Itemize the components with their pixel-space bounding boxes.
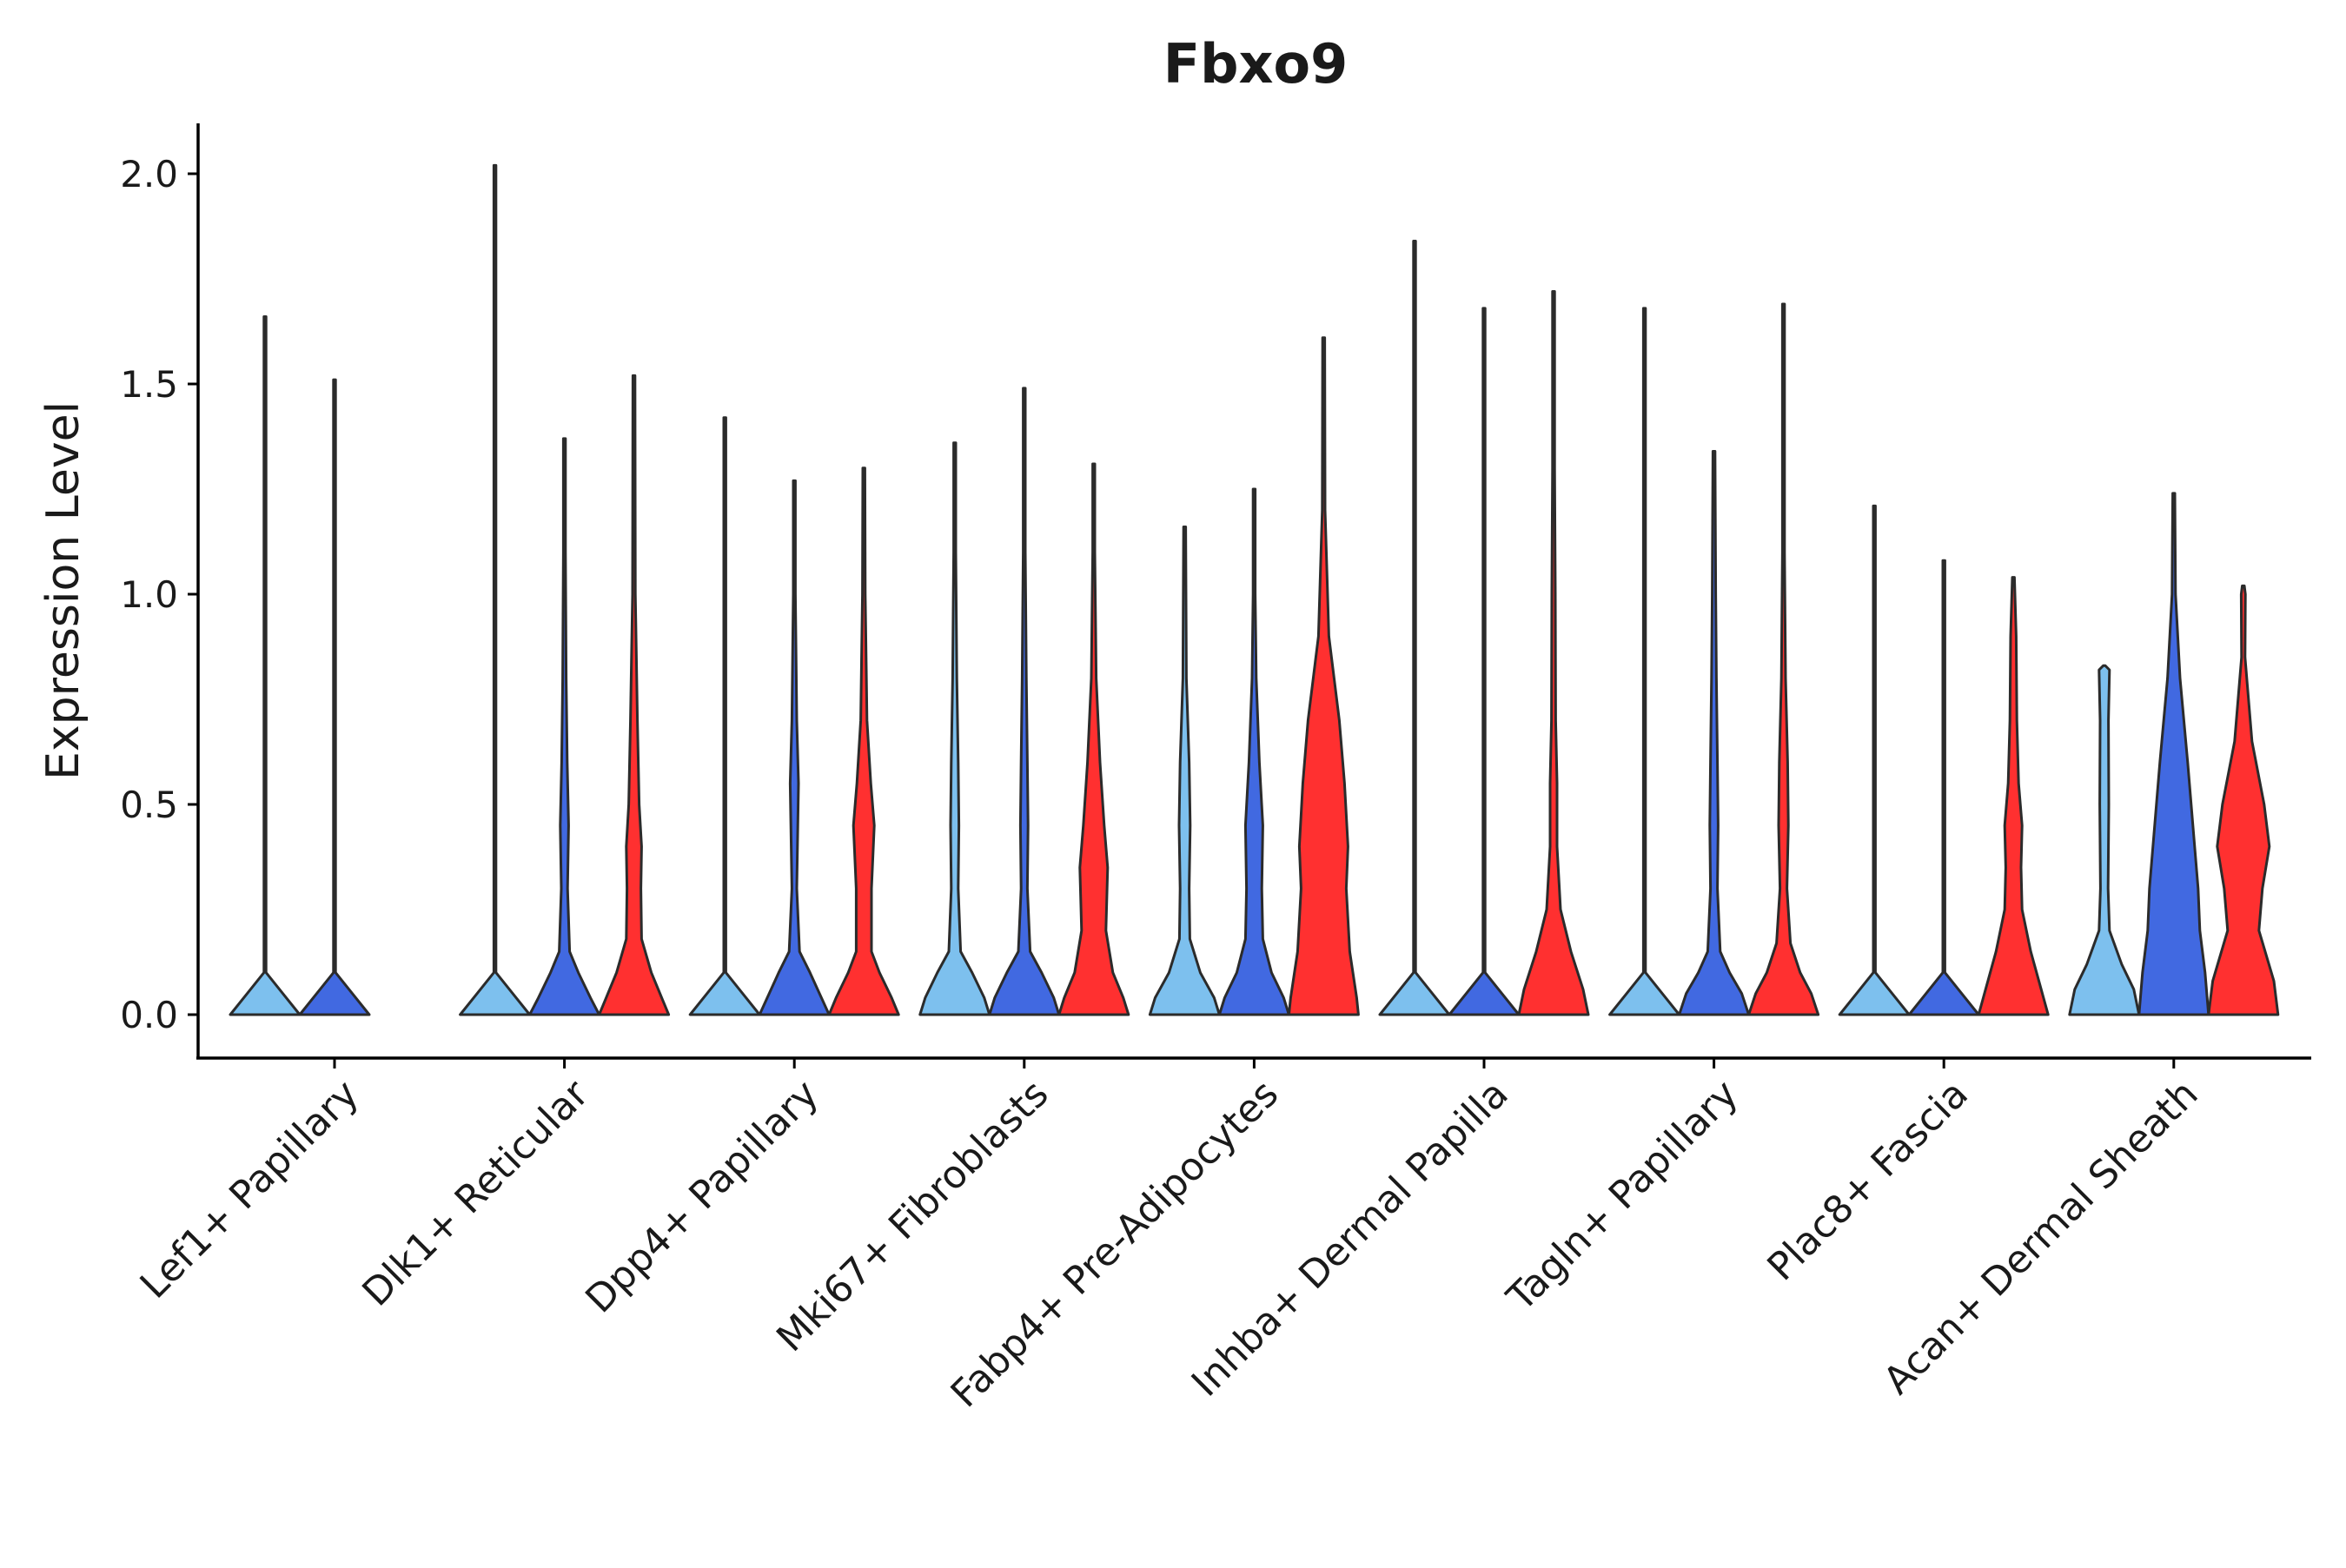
y-tick-label: 2.0 <box>120 153 178 195</box>
violin-mark <box>1378 239 1451 1016</box>
violin-mark <box>1838 504 1911 1016</box>
y-tick-label: 1.5 <box>120 363 178 406</box>
violin-mark <box>1977 576 2050 1016</box>
violin-mark <box>1747 302 1820 1016</box>
violin-mark <box>2207 584 2280 1016</box>
violin-mark <box>688 416 761 1016</box>
violin-mark <box>988 387 1061 1016</box>
y-tick-label: 0.5 <box>120 784 178 826</box>
violin-mark <box>1517 290 1590 1016</box>
violin-mark <box>918 441 991 1016</box>
x-tick-label: Dlk1+ Reticular <box>354 1071 598 1315</box>
violin-mark <box>1907 559 1980 1016</box>
x-tick-label: Tagln+ Papillary <box>1498 1072 1746 1320</box>
y-axis-label: Expression Level <box>37 401 89 780</box>
violin-mark <box>1678 449 1751 1016</box>
y-ticks: 0.0 0.5 1.0 1.5 2.0 <box>120 153 198 1036</box>
x-tick-label: Dpp4+ Papillary <box>577 1072 827 1322</box>
violin-mark <box>1057 462 1130 1016</box>
y-tick-label: 0.0 <box>120 994 178 1036</box>
violin-mark <box>1148 526 1221 1016</box>
violins-layer <box>229 163 2280 1016</box>
violin-mark <box>1448 307 1521 1016</box>
violin-mark <box>459 163 532 1016</box>
y-tick-label: 1.0 <box>120 573 178 616</box>
violin-mark <box>1608 307 1681 1016</box>
violin-mark <box>2068 664 2141 1016</box>
violin-mark <box>528 437 601 1016</box>
violin-mark <box>827 466 900 1016</box>
x-tick-label: Lef1+ Papillary <box>132 1072 368 1307</box>
x-tick-label: Plac8+ Fascia <box>1759 1072 1977 1290</box>
chart-title: Fbxo9 <box>1163 32 1348 96</box>
violin-mark <box>598 374 671 1016</box>
violin-mark <box>298 378 371 1016</box>
violin-mark <box>2137 492 2210 1016</box>
violin-mark <box>1287 336 1360 1016</box>
violin-mark <box>1217 487 1290 1016</box>
violin-mark <box>758 479 831 1016</box>
violin-mark <box>229 315 302 1016</box>
